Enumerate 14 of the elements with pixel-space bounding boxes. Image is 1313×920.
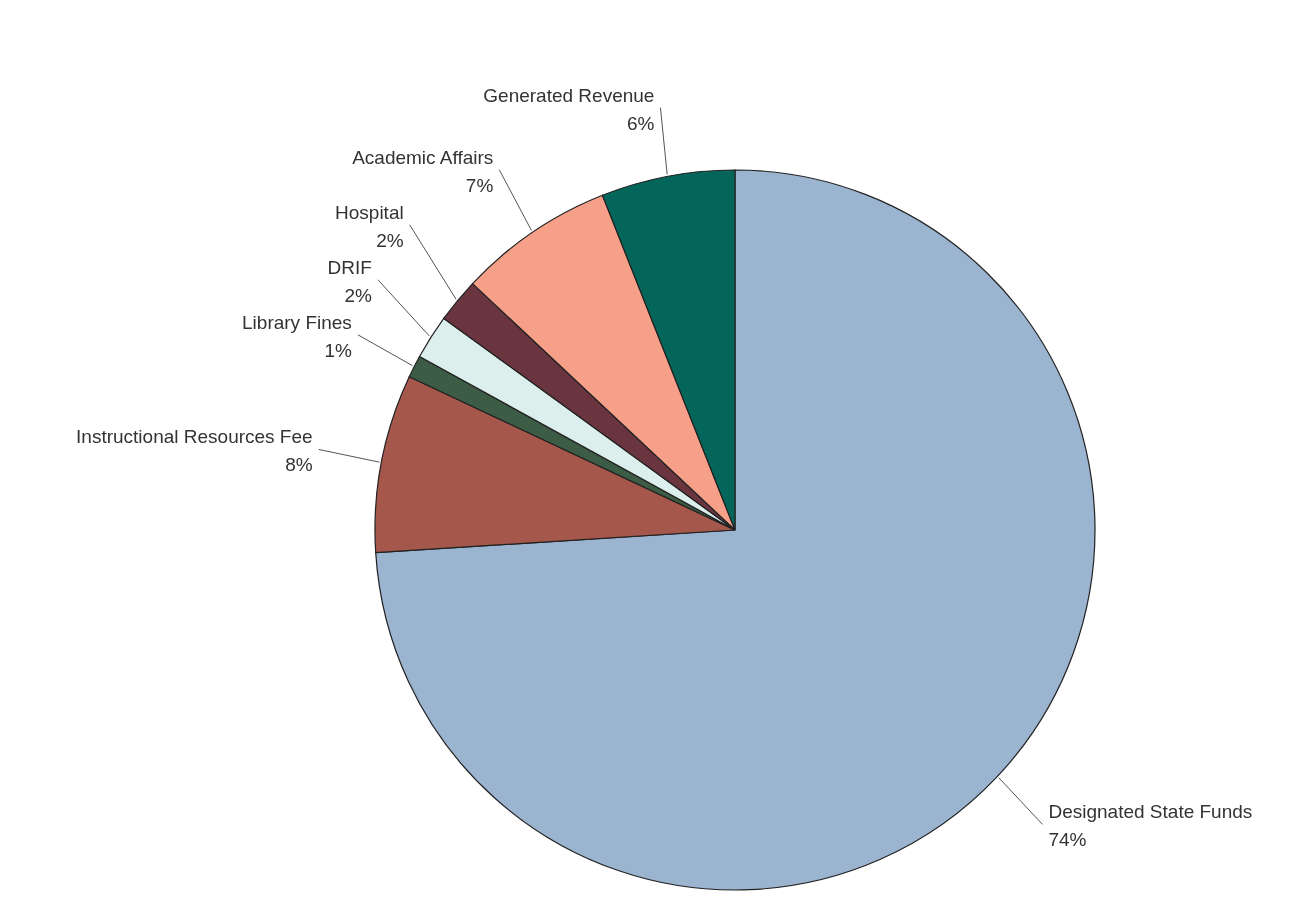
slice-label: Academic Affairs — [352, 146, 494, 168]
slice-label: Hospital — [335, 201, 404, 223]
data-label: 2% — [376, 229, 404, 251]
slice-label: Generated Revenue — [483, 84, 655, 106]
slice-label: DRIF — [327, 256, 372, 278]
data-label: 8% — [285, 454, 313, 476]
slice-label: Library Fines — [242, 311, 352, 333]
data-label: 74% — [1048, 829, 1087, 851]
slice-label: Instructional Resources Fee — [76, 426, 313, 448]
data-label: 6% — [626, 112, 655, 134]
data-label: 2% — [344, 284, 373, 306]
data-label: 1% — [324, 339, 352, 361]
data-label: 7% — [465, 174, 494, 196]
slice-label: Designated State Funds — [1048, 801, 1253, 823]
